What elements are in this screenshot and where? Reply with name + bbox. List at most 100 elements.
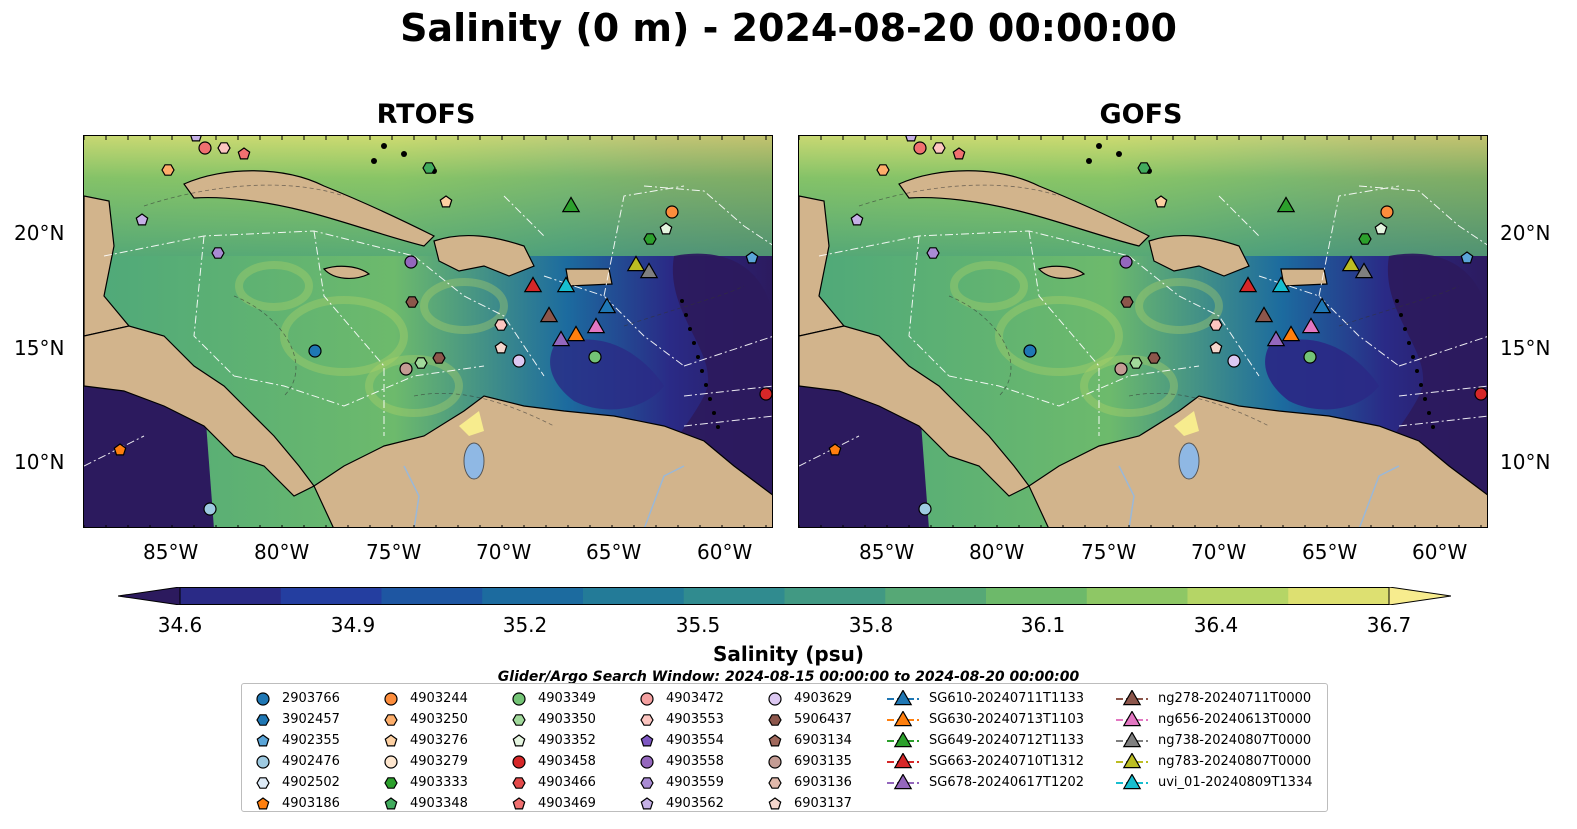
legend-label: SG678-20240617T1202: [929, 775, 1085, 790]
legend-label: 4903559: [666, 775, 724, 790]
legend-title: Glider/Argo Search Window: 2024-08-15 00…: [497, 669, 1080, 685]
legend-marker: [640, 713, 654, 726]
float-marker: [203, 502, 217, 516]
legend-marker-triangle: [887, 710, 919, 726]
float-marker: [113, 443, 127, 456]
float-marker: [850, 213, 864, 226]
legend-label: ng278-20240711T0000: [1158, 691, 1312, 706]
legend-label: 4903186: [282, 796, 340, 811]
colorbar-segment: [280, 587, 383, 605]
legend-entry: 4903333: [380, 772, 468, 793]
glider-marker: [566, 325, 586, 342]
landmass: [799, 195, 846, 337]
float-marker: [494, 341, 508, 354]
float-marker: [1303, 350, 1317, 364]
colorbar-segment: [784, 587, 886, 605]
legend-marker-circle: [640, 754, 654, 769]
float-marker: [512, 354, 526, 368]
legend-marker: [1122, 773, 1142, 789]
legend-marker: [640, 691, 654, 706]
colorbar-tick: 36.1: [1020, 613, 1066, 637]
legend-label: 4903558: [666, 754, 724, 769]
glider-marker: [597, 297, 617, 314]
legend-label: 6903135: [794, 754, 852, 769]
legend-entry: 4903559: [636, 772, 724, 793]
colorbar-segment: [885, 587, 987, 605]
float-marker: [876, 164, 890, 176]
legend-entry: SG663-20240710T1312: [885, 751, 1084, 772]
legend-marker-hexagon: [384, 713, 398, 726]
legend-label: ng738-20240807T0000: [1158, 733, 1312, 748]
legend-entry: 4903276: [380, 730, 468, 751]
legend-label: 4903244: [410, 691, 468, 706]
float-marker: [665, 205, 679, 219]
legend-marker-circle: [256, 754, 270, 769]
legend-marker-triangle: [887, 752, 919, 768]
legend-column: 4903629 5906437 6903134 6903135 6903136 69031…: [764, 688, 852, 814]
legend-column: 2903766 3902457 4902355 4902476 4902502 49031…: [252, 688, 340, 814]
legend-entry: 2903766: [252, 688, 340, 709]
colorbar-tick: 34.9: [330, 613, 376, 637]
float-marker: [1129, 357, 1143, 369]
glider-marker: [551, 330, 571, 347]
salinity-colorbar: [117, 586, 1452, 606]
legend-label: 4903250: [410, 712, 468, 727]
legend-label: 5906437: [794, 712, 852, 727]
float-marker: [414, 357, 428, 369]
legend-entry: 4903350: [508, 709, 596, 730]
legend-entry: 4903244: [380, 688, 468, 709]
legend-label: 4902502: [282, 775, 340, 790]
float-marker: [161, 164, 175, 176]
legend-marker-triangle: [1116, 689, 1148, 705]
legend-marker: [768, 733, 782, 746]
legend-entry: 6903135: [764, 751, 852, 772]
legend-entry: 3902457: [252, 709, 340, 730]
legend-marker-circle: [768, 754, 782, 769]
legend-marker: [1122, 710, 1142, 726]
legend-label: ng656-20240613T0000: [1158, 712, 1312, 727]
legend-label: 4902355: [282, 733, 340, 748]
panel-title-rtofs: RTOFS: [376, 99, 476, 130]
float-marker: [1137, 162, 1151, 174]
legend-label: 4903562: [666, 796, 724, 811]
landmass: [84, 195, 131, 337]
float-marker: [439, 195, 453, 208]
legend-label: 4903629: [794, 691, 852, 706]
float-marker: [932, 142, 946, 154]
glider-marker: [523, 276, 543, 293]
legend-marker: [768, 754, 782, 769]
float-marker: [190, 136, 202, 142]
glider-marker: [626, 255, 646, 272]
legend-entry: 4903279: [380, 751, 468, 772]
legend-marker: [512, 754, 526, 769]
glider-marker: [1312, 297, 1332, 314]
lon-tick-rtofs-70: 70°W: [476, 540, 532, 564]
legend-marker-pentagon: [384, 796, 398, 809]
colorbar-segment: [381, 587, 483, 605]
float-marker: [404, 255, 418, 269]
legend-marker: [768, 796, 782, 809]
float-marker: [405, 296, 419, 308]
colorbar-segment: [1187, 587, 1289, 605]
legend-marker-circle: [256, 691, 270, 706]
landmass: [183, 170, 436, 247]
glider-marker: [1238, 276, 1258, 293]
legend-label: 4903352: [538, 733, 596, 748]
glider-marker: [1281, 325, 1301, 342]
glider-marker: [556, 276, 576, 293]
legend-marker: [1122, 689, 1142, 705]
legend-entry: ng656-20240613T0000: [1114, 709, 1312, 730]
legend-label: 4903472: [666, 691, 724, 706]
legend-entry: 4902476: [252, 751, 340, 772]
legend-entry: ng738-20240807T0000: [1114, 730, 1312, 751]
legend-marker-pentagon: [512, 733, 526, 746]
legend-marker-triangle: [887, 689, 919, 705]
legend-entry: 4902355: [252, 730, 340, 751]
glider-marker: [1271, 276, 1291, 293]
legend-label: 4903458: [538, 754, 596, 769]
float-marker: [217, 142, 231, 154]
legend-entry: 4903349: [508, 688, 596, 709]
legend-entry: 4903348: [380, 793, 468, 814]
landmass: [322, 265, 371, 279]
legend-entry: 6903134: [764, 730, 852, 751]
